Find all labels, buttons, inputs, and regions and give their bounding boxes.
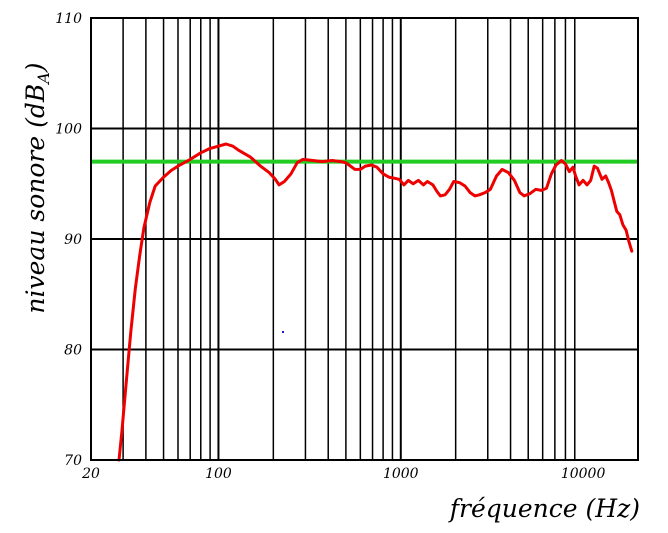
y-tick-label: 90 <box>64 232 82 248</box>
y-tick-label: 100 <box>55 122 82 138</box>
y-tick-label: 80 <box>64 343 82 359</box>
y-tick-label: 110 <box>55 11 82 27</box>
response-curve <box>117 142 634 462</box>
y-axis-title-main: niveau sonore (dB <box>21 84 50 314</box>
x-tick-label: 20 <box>81 466 100 482</box>
x-tick-label: 1000 <box>383 466 419 482</box>
stray-point <box>282 331 284 333</box>
x-axis-title: fréquence (Hz) <box>448 494 640 523</box>
x-tick-label: 10000 <box>561 466 606 482</box>
y-tick-labels: 70 80 90 100 110 <box>55 11 82 469</box>
x-tick-label: 100 <box>205 466 232 482</box>
y-axis-title: niveau sonore (dBA) <box>21 62 53 313</box>
y-axis-title-subscript: A <box>34 72 53 86</box>
horizontal-grid <box>91 127 638 351</box>
plot-frame <box>90 17 639 461</box>
x-tick-labels: 20 100 1000 10000 <box>81 466 605 482</box>
y-axis-title-close: ) <box>21 62 50 73</box>
y-tick-label: 70 <box>64 453 82 469</box>
